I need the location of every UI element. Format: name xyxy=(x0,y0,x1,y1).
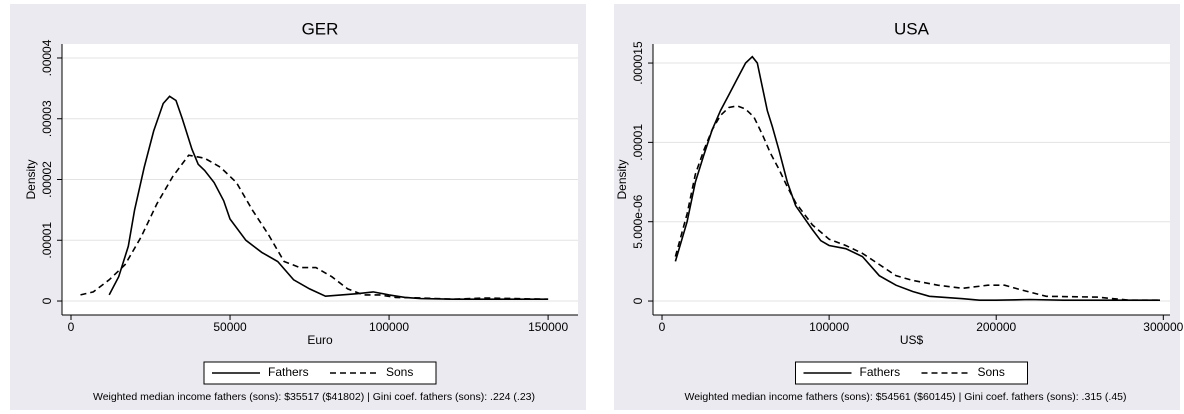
x-tick-label: 150000 xyxy=(528,320,568,334)
y-tick-label: 5.000e-06 xyxy=(631,194,645,248)
density-line xyxy=(674,55,1160,301)
x-tick-label: 100000 xyxy=(809,320,849,334)
plot-area xyxy=(653,44,1170,315)
legend-label: Sons xyxy=(386,365,413,379)
chart-title: USA xyxy=(894,19,930,38)
x-axis-label: US$ xyxy=(900,333,924,347)
y-axis-label: Density xyxy=(24,159,38,199)
y-axis-label: Density xyxy=(615,159,629,199)
note: Weighted median income fathers (sons): $… xyxy=(684,391,1126,403)
legend-box xyxy=(795,361,1028,385)
y-tick-label: 0 xyxy=(40,297,54,304)
y-tick-label: .00001 xyxy=(631,124,645,161)
density-line xyxy=(674,105,1160,301)
y-tick-label: .000015 xyxy=(631,41,645,85)
x-tick-label: 0 xyxy=(659,320,666,334)
x-tick-label: 50000 xyxy=(213,320,247,334)
y-tick-label: .00004 xyxy=(40,39,54,76)
y-tick-label: 0 xyxy=(631,297,645,304)
legend-label: Fathers xyxy=(268,365,309,379)
note: Weighted median income fathers (sons): $… xyxy=(93,391,535,403)
x-axis-label: Euro xyxy=(307,333,333,347)
legend-label: Sons xyxy=(978,365,1005,379)
legend-label: Fathers xyxy=(860,365,901,379)
chart-title: GER xyxy=(302,19,339,38)
density-line xyxy=(80,154,549,301)
x-tick-label: 100000 xyxy=(369,320,409,334)
y-tick-label: .00001 xyxy=(40,222,54,259)
legend-box xyxy=(203,361,437,385)
y-tick-label: .00002 xyxy=(40,161,54,198)
y-tick-label: .00003 xyxy=(40,100,54,137)
x-tick-label: 0 xyxy=(68,320,75,334)
density-line xyxy=(108,95,549,300)
x-tick-label: 200000 xyxy=(976,320,1016,334)
x-tick-label: 300000 xyxy=(1143,320,1183,334)
